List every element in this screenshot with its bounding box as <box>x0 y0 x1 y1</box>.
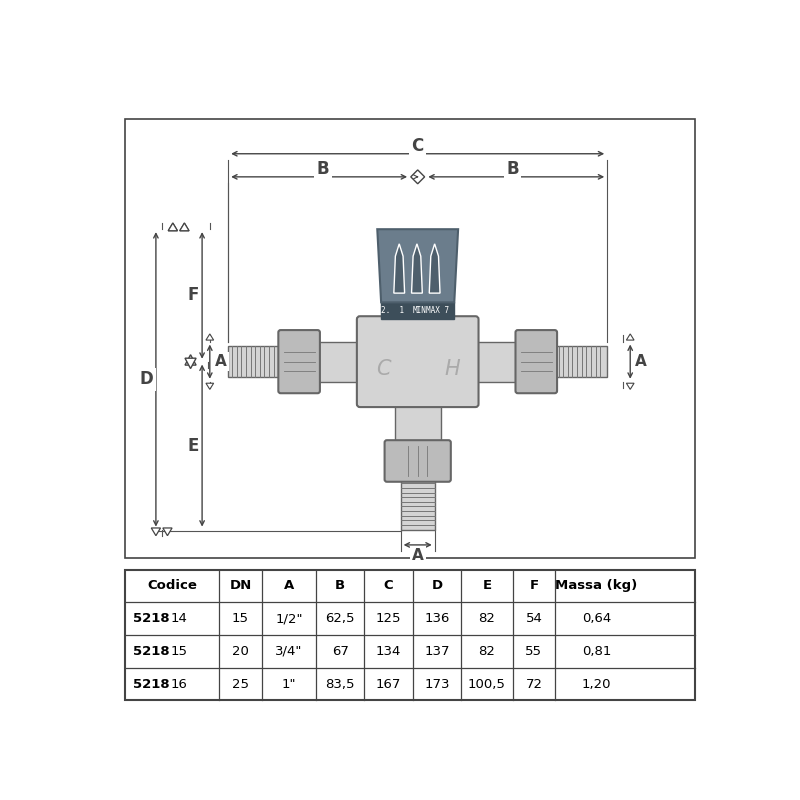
Text: 25: 25 <box>232 678 249 690</box>
Text: H: H <box>445 359 460 379</box>
Bar <box>394 404 441 442</box>
Text: Codice: Codice <box>147 579 197 593</box>
Polygon shape <box>378 230 458 302</box>
Polygon shape <box>185 354 196 365</box>
Text: E: E <box>482 579 491 593</box>
Text: 0,81: 0,81 <box>582 645 611 658</box>
Bar <box>475 342 518 382</box>
Text: B: B <box>506 160 518 178</box>
Bar <box>401 479 434 530</box>
Bar <box>554 346 607 377</box>
Text: 82: 82 <box>478 645 495 658</box>
Text: 54: 54 <box>526 612 542 625</box>
Bar <box>125 570 695 701</box>
Polygon shape <box>168 223 178 230</box>
Text: 5218: 5218 <box>133 678 170 690</box>
Text: 16: 16 <box>170 678 187 690</box>
Text: A: A <box>635 354 647 369</box>
Text: 3/4": 3/4" <box>275 645 302 658</box>
Text: Massa (kg): Massa (kg) <box>555 579 638 593</box>
Text: 5218: 5218 <box>133 645 170 658</box>
Bar <box>228 346 281 377</box>
Polygon shape <box>206 383 214 390</box>
Polygon shape <box>410 170 425 184</box>
Text: A: A <box>412 548 423 563</box>
Text: 1,20: 1,20 <box>582 678 611 690</box>
Polygon shape <box>168 223 178 230</box>
Polygon shape <box>180 223 189 230</box>
Bar <box>125 119 695 558</box>
Polygon shape <box>163 528 172 536</box>
Text: 173: 173 <box>424 678 450 690</box>
Text: 72: 72 <box>526 678 542 690</box>
Polygon shape <box>185 358 196 369</box>
FancyBboxPatch shape <box>357 316 478 407</box>
Text: D: D <box>140 370 154 388</box>
Polygon shape <box>626 383 634 390</box>
Text: A: A <box>214 354 226 369</box>
Bar <box>381 302 454 319</box>
Text: C: C <box>384 579 394 593</box>
Text: MIN: MIN <box>412 306 426 315</box>
Polygon shape <box>411 244 422 293</box>
FancyBboxPatch shape <box>385 440 451 482</box>
Text: DN: DN <box>230 579 252 593</box>
Text: B: B <box>335 579 346 593</box>
FancyBboxPatch shape <box>278 330 320 394</box>
Text: 1/2": 1/2" <box>275 612 302 625</box>
Polygon shape <box>394 244 405 293</box>
Text: E: E <box>187 437 198 454</box>
Bar <box>318 342 360 382</box>
Text: A: A <box>284 579 294 593</box>
Text: 14: 14 <box>170 612 187 625</box>
Text: 15: 15 <box>232 612 249 625</box>
Text: F: F <box>187 286 198 305</box>
Text: F: F <box>530 579 538 593</box>
Text: 0,64: 0,64 <box>582 612 611 625</box>
Text: 137: 137 <box>424 645 450 658</box>
Text: 67: 67 <box>332 645 349 658</box>
Text: 15: 15 <box>170 645 187 658</box>
Polygon shape <box>430 244 440 293</box>
Text: 82: 82 <box>478 612 495 625</box>
Text: 55: 55 <box>526 645 542 658</box>
Text: 125: 125 <box>376 612 402 625</box>
Text: 5218: 5218 <box>133 612 170 625</box>
Polygon shape <box>180 223 189 230</box>
Text: D: D <box>431 579 442 593</box>
Text: 100,5: 100,5 <box>468 678 506 690</box>
Polygon shape <box>206 334 214 340</box>
Polygon shape <box>626 334 634 340</box>
Polygon shape <box>151 528 161 536</box>
Text: 167: 167 <box>376 678 402 690</box>
Text: 2.  1: 2. 1 <box>382 306 405 315</box>
Text: 134: 134 <box>376 645 402 658</box>
Text: 1": 1" <box>282 678 296 690</box>
Text: 62,5: 62,5 <box>326 612 355 625</box>
Text: 136: 136 <box>424 612 450 625</box>
Text: MAX 7: MAX 7 <box>426 306 450 315</box>
Text: B: B <box>317 160 330 178</box>
FancyBboxPatch shape <box>515 330 557 394</box>
Text: C: C <box>376 359 390 379</box>
Text: 20: 20 <box>232 645 249 658</box>
Text: C: C <box>411 137 424 155</box>
Text: 83,5: 83,5 <box>326 678 355 690</box>
